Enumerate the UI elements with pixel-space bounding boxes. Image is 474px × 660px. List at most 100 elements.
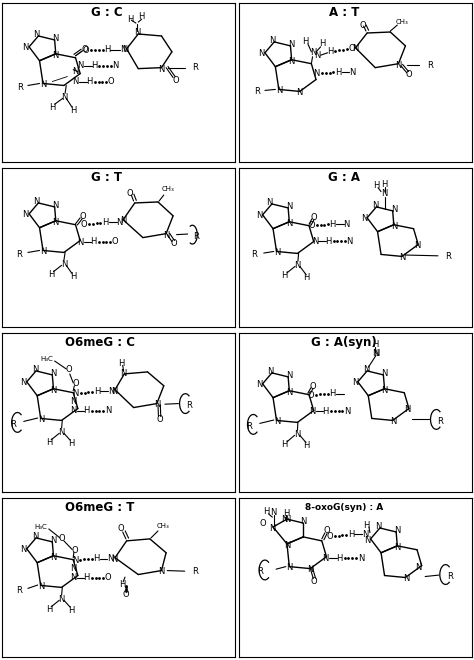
- Text: N: N: [50, 385, 57, 395]
- Text: H: H: [319, 40, 325, 48]
- Text: N: N: [310, 407, 316, 416]
- Text: N: N: [269, 524, 275, 533]
- Text: N: N: [33, 30, 39, 39]
- Text: H: H: [382, 180, 388, 189]
- Text: N: N: [373, 349, 379, 358]
- Text: H: H: [46, 438, 52, 447]
- Text: H: H: [70, 106, 76, 115]
- Text: N: N: [105, 406, 111, 415]
- Text: H₃C: H₃C: [34, 524, 47, 530]
- Text: O: O: [105, 573, 111, 582]
- Text: O: O: [309, 382, 316, 391]
- Text: O: O: [310, 577, 317, 585]
- Text: H: H: [104, 46, 110, 54]
- Text: O: O: [406, 70, 412, 79]
- Text: R: R: [446, 252, 451, 261]
- Text: N: N: [33, 197, 39, 206]
- Text: N: N: [22, 211, 29, 219]
- Text: N: N: [154, 401, 160, 409]
- Text: N: N: [323, 554, 329, 563]
- Text: R: R: [438, 417, 443, 426]
- Text: N: N: [372, 201, 378, 210]
- Text: N: N: [362, 530, 368, 539]
- Text: H₃C: H₃C: [40, 356, 53, 362]
- Text: O: O: [308, 221, 315, 230]
- Text: H: H: [83, 406, 90, 415]
- Text: N: N: [300, 517, 306, 526]
- Text: N: N: [122, 46, 128, 54]
- Text: N: N: [346, 237, 353, 246]
- Text: N: N: [120, 216, 127, 225]
- Text: O: O: [171, 239, 178, 248]
- Text: N: N: [20, 378, 27, 387]
- Text: N: N: [112, 61, 119, 70]
- Text: N: N: [284, 541, 290, 550]
- Text: N: N: [61, 93, 67, 102]
- Text: O: O: [123, 590, 129, 599]
- Text: O: O: [348, 44, 355, 53]
- Text: N: N: [372, 349, 378, 358]
- Text: N: N: [22, 44, 29, 52]
- Text: N: N: [32, 532, 38, 541]
- Text: N: N: [77, 238, 83, 247]
- Text: H: H: [372, 340, 378, 348]
- Text: O: O: [72, 546, 78, 555]
- Text: H: H: [329, 220, 336, 228]
- Text: O: O: [58, 535, 65, 543]
- Text: H: H: [94, 387, 100, 395]
- Text: N: N: [286, 371, 292, 380]
- Text: N: N: [394, 526, 401, 535]
- Text: O6meG : T: O6meG : T: [65, 501, 135, 513]
- Text: N: N: [352, 44, 359, 53]
- Text: H: H: [68, 606, 74, 614]
- Text: N: N: [38, 582, 45, 591]
- Text: N: N: [70, 407, 76, 415]
- Text: H: H: [83, 573, 90, 582]
- Text: N: N: [53, 201, 59, 210]
- Text: H: H: [282, 271, 288, 280]
- Text: H: H: [46, 605, 52, 614]
- Text: O: O: [112, 238, 118, 246]
- Text: H: H: [102, 218, 108, 226]
- Text: N: N: [361, 214, 367, 223]
- Text: H: H: [138, 12, 145, 20]
- Text: N: N: [158, 65, 164, 73]
- Text: N: N: [365, 536, 371, 544]
- Text: N: N: [286, 218, 292, 228]
- Text: N: N: [394, 543, 401, 552]
- Text: CH₃: CH₃: [156, 523, 169, 529]
- Text: H: H: [70, 272, 76, 280]
- Text: O: O: [359, 20, 366, 30]
- Text: G : C: G : C: [91, 6, 123, 18]
- Text: H: H: [48, 270, 55, 279]
- Text: O: O: [72, 379, 79, 388]
- Text: N: N: [382, 189, 388, 197]
- Text: N: N: [276, 86, 282, 95]
- Text: N: N: [77, 61, 83, 70]
- Text: H: H: [303, 441, 310, 449]
- Text: N: N: [282, 515, 288, 524]
- Text: N: N: [72, 556, 78, 564]
- Text: N: N: [395, 61, 401, 69]
- Text: H: H: [363, 521, 369, 529]
- Text: O: O: [108, 77, 114, 86]
- Text: R: R: [17, 83, 23, 92]
- Text: N: N: [363, 365, 369, 374]
- Text: O: O: [65, 366, 72, 374]
- Text: N: N: [266, 198, 273, 207]
- Text: H: H: [263, 507, 269, 515]
- Text: N: N: [391, 205, 397, 214]
- Text: N: N: [284, 515, 290, 523]
- Text: R: R: [10, 420, 16, 429]
- Text: N: N: [390, 417, 396, 426]
- Text: H: H: [119, 580, 125, 589]
- Text: N: N: [117, 218, 123, 226]
- Text: O: O: [79, 213, 86, 221]
- Text: N: N: [58, 595, 65, 604]
- Text: N: N: [50, 536, 57, 545]
- Text: N: N: [286, 387, 292, 397]
- Text: N: N: [267, 367, 274, 376]
- Text: N: N: [40, 81, 47, 89]
- Text: N: N: [61, 260, 67, 269]
- Text: N: N: [286, 564, 292, 572]
